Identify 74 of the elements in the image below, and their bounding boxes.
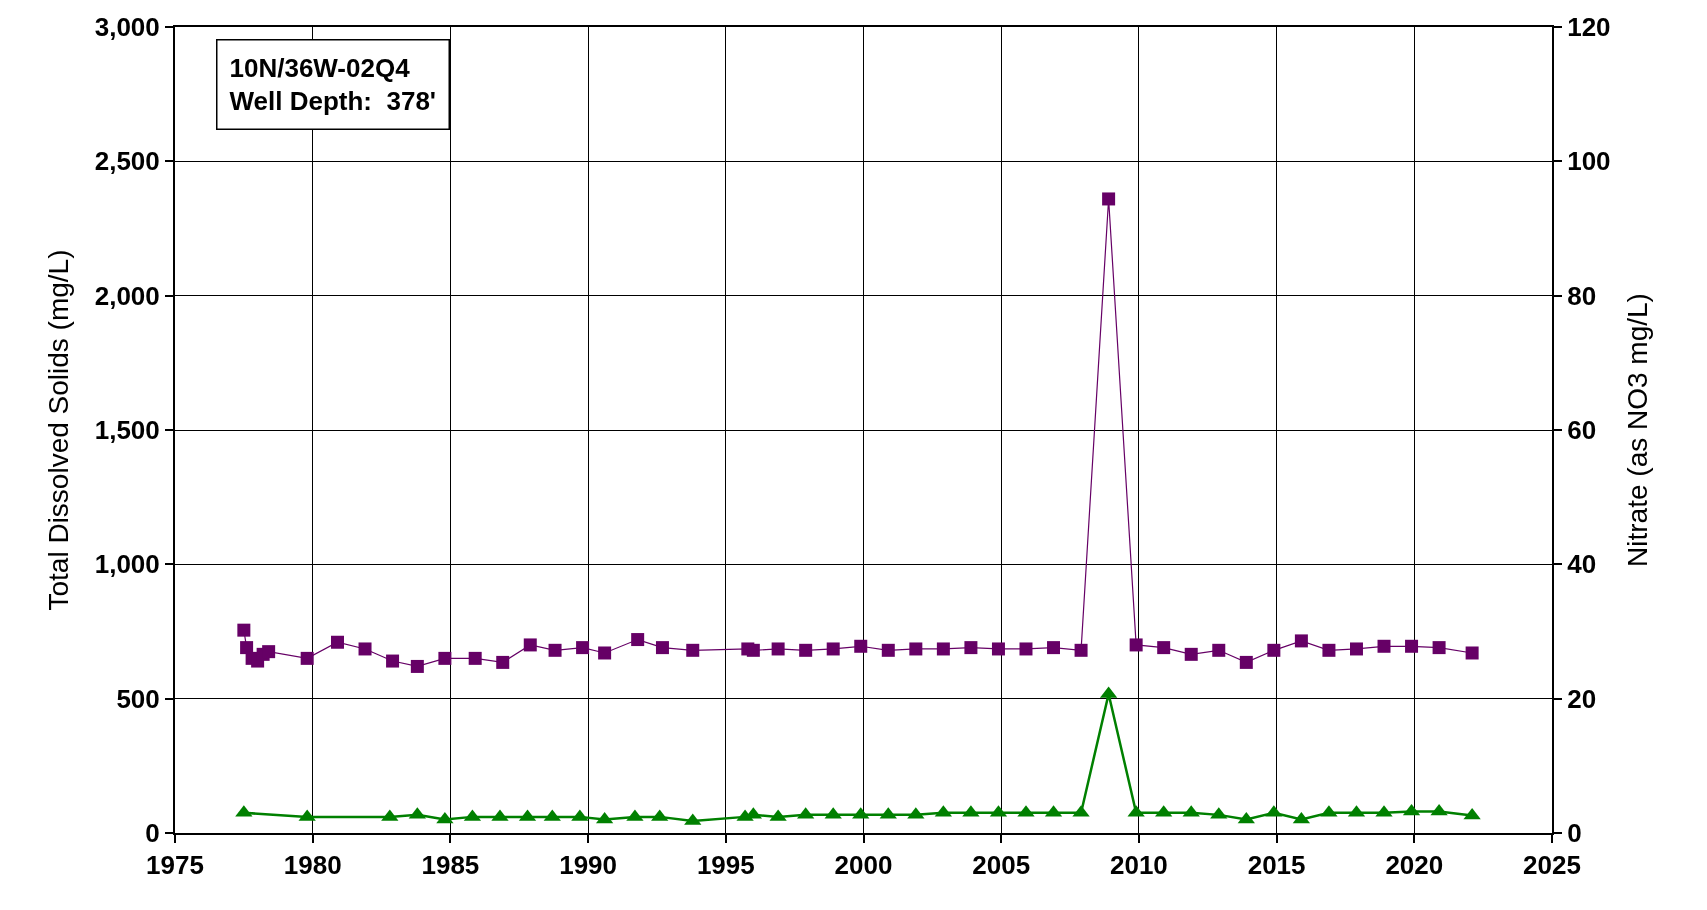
y-tick-label: 1,500 (94, 415, 160, 446)
y2-tick-label: 120 (1567, 12, 1611, 43)
x-tick-label: 2005 (972, 850, 1031, 881)
point (438, 651, 452, 665)
point (631, 633, 645, 647)
point (936, 642, 950, 656)
y-tick-label: 1,000 (94, 549, 160, 580)
y2-tick-label: 20 (1567, 683, 1597, 714)
x-tick-label: 2020 (1385, 850, 1444, 881)
point (1322, 643, 1336, 657)
y-tick-label: 2,000 (94, 280, 160, 311)
point (771, 642, 785, 656)
point (576, 641, 590, 655)
point (1129, 638, 1143, 652)
x-tick-label: 2010 (1109, 850, 1168, 881)
point (1212, 643, 1226, 657)
annotation: 10N/36W-02Q4 (229, 52, 411, 83)
point (746, 643, 760, 657)
point (799, 643, 813, 657)
point (1074, 643, 1088, 657)
y-tick-label: 3,000 (94, 12, 160, 43)
y2-tick-label: 80 (1567, 280, 1597, 311)
point (496, 655, 510, 669)
y2-tick-label: 0 (1567, 818, 1582, 849)
point (686, 643, 700, 657)
point (881, 643, 895, 657)
point (854, 639, 868, 653)
y-tick-label: 0 (145, 818, 160, 849)
point (410, 659, 424, 673)
point (1184, 647, 1198, 661)
point (826, 642, 840, 656)
point (1405, 639, 1419, 653)
y2-axis-title: Nitrate (as NO3 mg/L) (1622, 293, 1654, 567)
point (523, 638, 537, 652)
point (262, 645, 276, 659)
point (240, 641, 254, 655)
x-tick-label: 2025 (1523, 850, 1581, 881)
point (1349, 642, 1363, 656)
point (909, 642, 923, 656)
y2-tick-label: 100 (1567, 146, 1611, 177)
point (1432, 641, 1446, 655)
point (300, 651, 314, 665)
y2-tick-label: 60 (1567, 415, 1597, 446)
point (237, 623, 251, 637)
point (386, 654, 400, 668)
point (1267, 643, 1281, 657)
point (548, 643, 562, 657)
point (655, 641, 669, 655)
point (598, 646, 612, 660)
y2-tick-label: 40 (1567, 549, 1597, 580)
x-tick-label: 1995 (696, 850, 755, 881)
point (1019, 642, 1033, 656)
y-tick-label: 2,500 (94, 146, 160, 177)
x-tick-label: 1985 (421, 850, 480, 881)
x-tick-label: 1990 (559, 850, 618, 881)
point (468, 651, 482, 665)
y-axis-title: Total Dissolved Solids (mg/L) (42, 249, 74, 611)
point (330, 635, 344, 649)
point (1239, 655, 1253, 669)
point (1465, 646, 1479, 660)
x-tick-label: 1980 (283, 850, 342, 881)
point (1102, 192, 1116, 206)
x-tick-label: 1975 (146, 850, 204, 881)
point (1047, 641, 1061, 655)
point (1377, 639, 1391, 653)
point (964, 641, 978, 655)
point (991, 642, 1005, 656)
x-tick-label: 2015 (1247, 850, 1306, 881)
point (1294, 634, 1308, 648)
point (358, 642, 372, 656)
x-tick-label: 2000 (834, 850, 893, 881)
annotation: Well Depth: 378' (229, 86, 437, 117)
y-tick-label: 500 (116, 683, 160, 714)
point (1157, 641, 1171, 655)
